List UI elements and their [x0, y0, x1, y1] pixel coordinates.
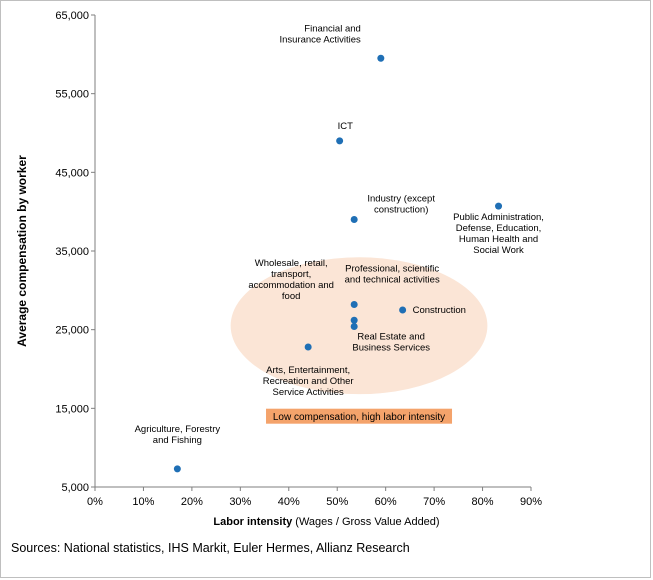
- x-axis-label: Labor intensity (Wages / Gross Value Add…: [0, 516, 653, 528]
- data-point-label-line: Arts, Entertainment,: [266, 365, 350, 376]
- data-point: [350, 316, 358, 324]
- highlight-label-box: [266, 408, 453, 424]
- data-point-label: Professional, scientific and technical ac…: [345, 263, 440, 285]
- data-point-label-line: ICT: [338, 121, 354, 132]
- data-point-label: Financial and Insurance Activities: [279, 23, 361, 45]
- data-point-label-line: Insurance Activities: [279, 34, 361, 45]
- highlight-ellipse: [230, 257, 488, 395]
- y-axis-label: Average compensation by worker: [15, 155, 29, 347]
- data-point-label: Arts, Entertainment, Recreation and Other…: [263, 365, 354, 398]
- data-point-label-line: Defense, Education,: [456, 223, 542, 234]
- data-point-label-line: construction): [374, 205, 428, 216]
- data-point-label-line: Social Work: [473, 245, 524, 256]
- data-point-label-line: Industry (except: [367, 194, 435, 205]
- data-point-label: Public Administration, Defense, Education…: [453, 212, 544, 256]
- data-point-label-line: Agriculture, Forestry: [135, 424, 221, 435]
- data-point: [495, 202, 503, 210]
- data-point-label-line: Real Estate and: [357, 332, 425, 343]
- x-tick-label: 70%: [423, 496, 445, 508]
- data-point-label: Wholesale, retail, transport, accommodatio…: [248, 258, 334, 302]
- y-tick-label: 55,000: [55, 89, 89, 101]
- data-point-label-line: and technical activities: [345, 274, 440, 285]
- data-point-label: Agriculture, Forestry and Fishing: [135, 424, 221, 446]
- data-point-label-line: Human Health and: [459, 234, 538, 245]
- y-tick-label: 15,000: [55, 403, 89, 415]
- data-point: [399, 306, 407, 314]
- data-point: [173, 465, 181, 473]
- data-point-label-line: Wholesale, retail,: [255, 258, 328, 269]
- data-point: [350, 300, 358, 308]
- data-point: [377, 54, 385, 62]
- y-tick-label: 65,000: [55, 10, 89, 22]
- data-point-label-line: Financial and: [304, 23, 361, 34]
- y-tick-label: 35,000: [55, 246, 89, 258]
- data-point: [336, 137, 344, 145]
- data-point: [350, 323, 358, 331]
- x-tick-label: 80%: [472, 496, 494, 508]
- data-point-label: Industry (except construction): [367, 194, 435, 216]
- data-point: [304, 343, 312, 351]
- x-tick-label: 10%: [132, 496, 154, 508]
- highlight-label: Low compensation, high labor intensity: [273, 412, 445, 423]
- data-point-label-line: Professional, scientific: [345, 263, 439, 274]
- x-tick-label: 40%: [278, 496, 300, 508]
- x-axis-label-bold: Labor intensity: [213, 516, 293, 528]
- data-point-label: Construction: [413, 305, 466, 316]
- x-tick-label: 20%: [181, 496, 203, 508]
- data-point-label-line: food: [282, 291, 301, 302]
- x-tick-label: 90%: [520, 496, 542, 508]
- x-tick-label: 50%: [326, 496, 348, 508]
- x-tick-label: 0%: [87, 496, 103, 508]
- data-point-label-line: Service Activities: [273, 387, 345, 398]
- y-tick-label: 5,000: [61, 482, 89, 494]
- data-point-label: Real Estate and Business Services: [352, 332, 430, 354]
- x-tick-label: 30%: [229, 496, 251, 508]
- data-point-label-line: Construction: [413, 305, 466, 316]
- y-tick-label: 45,000: [55, 167, 89, 179]
- data-point: [350, 216, 358, 224]
- data-point-label-line: Public Administration,: [453, 212, 544, 223]
- data-point-label-line: Recreation and Other: [263, 376, 354, 387]
- data-point-label-line: transport,: [271, 269, 311, 280]
- data-point-label-line: Business Services: [352, 343, 430, 354]
- data-point-label: ICT: [338, 121, 354, 132]
- data-point-label-line: accommodation and: [248, 280, 334, 291]
- y-tick-label: 25,000: [55, 325, 89, 337]
- source-note: Sources: National statistics, IHS Markit…: [11, 541, 410, 555]
- data-point-label-line: and Fishing: [153, 435, 202, 446]
- x-axis-label-rest: (Wages / Gross Value Added): [292, 516, 440, 528]
- x-tick-label: 60%: [375, 496, 397, 508]
